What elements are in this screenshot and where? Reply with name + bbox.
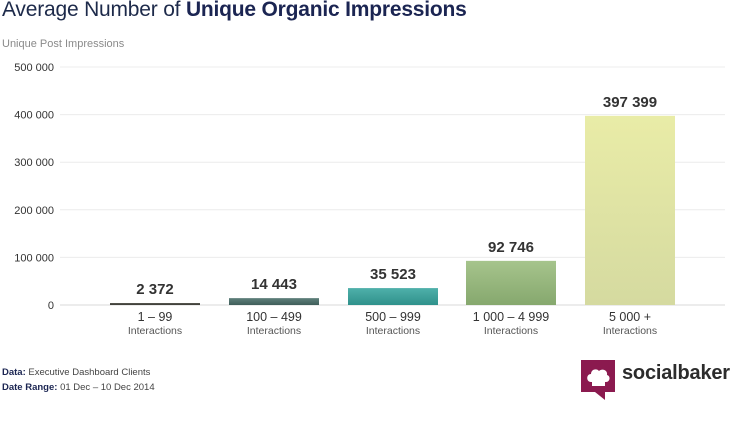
footer-range-value: 01 Dec – 10 Dec 2014 — [60, 382, 155, 393]
bar-value-label: 2 372 — [136, 281, 174, 298]
x-tick-label: 5 000 + — [609, 310, 651, 324]
footer-data-line: Data: Executive Dashboard Clients — [2, 367, 150, 378]
x-tick-label: 1 – 99 — [138, 310, 173, 324]
bar-value-label: 14 443 — [251, 276, 297, 293]
value-labels: 2 372 14 443 35 523 92 746 397 399 — [136, 94, 657, 298]
bar-value-label: 35 523 — [370, 266, 416, 283]
chart-title: Average Number of Unique Organic Impress… — [2, 0, 467, 22]
x-tick-sublabel: Interactions — [603, 325, 657, 337]
chart-title-bold: Unique Organic Impressions — [185, 0, 467, 21]
chart-title-regular: Average Number of — [2, 0, 181, 21]
x-tick-sublabel: Interactions — [366, 325, 420, 337]
y-tick-label: 500 000 — [14, 62, 54, 74]
bar — [466, 260, 556, 305]
footer-data-value: Executive Dashboard Clients — [28, 367, 151, 378]
bar-chart: 0 100 000 200 000 300 000 400 000 500 000 2 3… — [14, 62, 725, 337]
y-tick-label: 100 000 — [14, 252, 54, 264]
footer-range-label: Date Range: — [2, 382, 58, 393]
chef-hat-icon — [581, 360, 615, 400]
y-axis-ticks: 0 100 000 200 000 300 000 400 000 500 000 — [14, 62, 54, 312]
brand-name: socialbakers — [622, 362, 730, 384]
x-tick-label: 500 – 999 — [365, 310, 421, 324]
y-tick-label: 400 000 — [14, 110, 54, 122]
bar — [110, 303, 200, 305]
bar-value-label: 92 746 — [488, 239, 534, 256]
y-tick-label: 300 000 — [14, 157, 54, 169]
x-tick-label: 1 000 – 4 999 — [473, 310, 550, 324]
x-tick-sublabel: Interactions — [484, 325, 538, 337]
bar — [585, 115, 675, 305]
bar-value-label: 397 399 — [603, 94, 657, 111]
y-tick-label: 200 000 — [14, 205, 54, 217]
bar — [348, 288, 438, 305]
bars — [110, 115, 675, 305]
footer-range-line: Date Range: 01 Dec – 10 Dec 2014 — [2, 382, 155, 393]
x-tick-sublabel: Interactions — [128, 325, 182, 337]
bar — [229, 298, 319, 305]
y-axis-label: Unique Post Impressions — [2, 38, 125, 50]
y-tick-label: 0 — [48, 300, 54, 312]
x-tick-sublabel: Interactions — [247, 325, 301, 337]
footer-data-label: Data: — [2, 367, 26, 378]
x-tick-label: 100 – 499 — [246, 310, 302, 324]
